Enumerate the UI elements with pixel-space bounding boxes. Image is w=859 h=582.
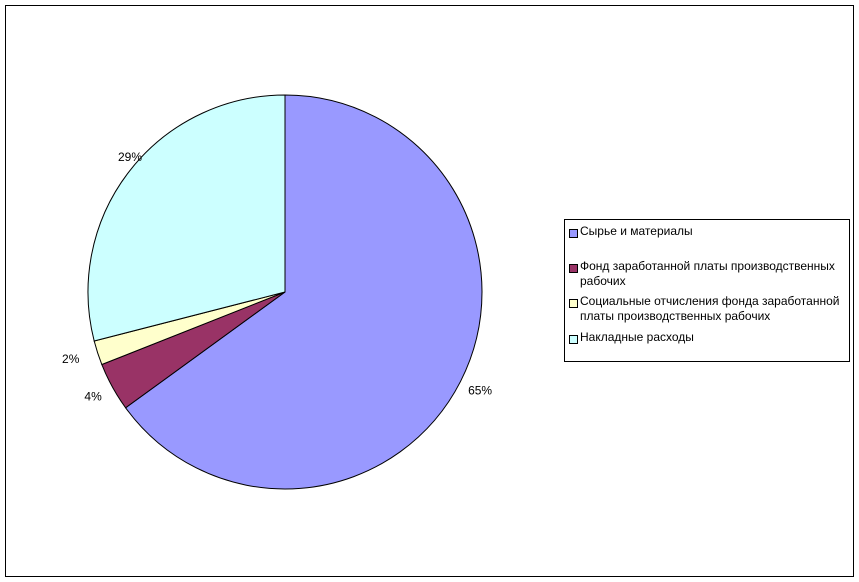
data-label-overhead: 29% [118,150,142,164]
data-label-payroll-fund: 4% [84,390,102,404]
legend-item-payroll-fund: Фонд заработанной платы производственных… [569,259,847,289]
legend: Сырье и материалы Фонд заработанной плат… [564,219,850,362]
data-label-raw-materials: 65% [468,384,492,398]
slice-raw-materials [124,94,483,490]
data-label-social-contributions: 2% [62,352,80,366]
slice-overhead [87,94,286,342]
legend-label-payroll-fund: Фонд заработанной платы производственных… [580,259,835,288]
legend-swatch-raw-materials [569,229,578,238]
legend-swatch-payroll-fund [569,264,578,273]
legend-label-social-contributions: Социальные отчисления фонда заработанной… [580,294,840,323]
legend-label-overhead: Накладные расходы [580,330,694,344]
legend-swatch-overhead [569,335,578,344]
legend-item-social-contributions: Социальные отчисления фонда заработанной… [569,294,847,324]
legend-item-raw-materials: Сырье и материалы [569,224,847,239]
legend-item-overhead: Накладные расходы [569,330,847,345]
legend-label-raw-materials: Сырье и материалы [580,224,693,238]
legend-swatch-social-contributions [569,299,578,308]
